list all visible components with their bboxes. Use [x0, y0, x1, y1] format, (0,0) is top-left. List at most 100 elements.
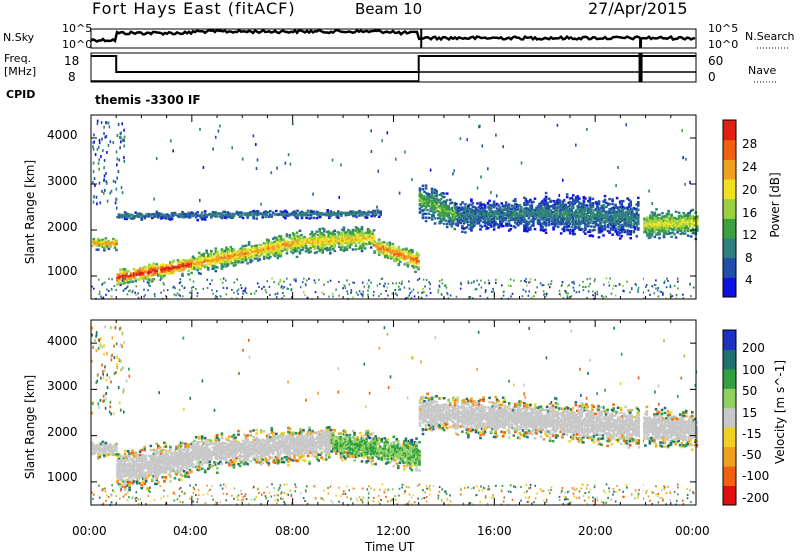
power-cell: [137, 273, 140, 276]
power-cell: [360, 227, 364, 231]
power-cell: [514, 217, 517, 220]
power-cell: [160, 272, 163, 276]
power-cell: [558, 201, 561, 204]
power-cell: [313, 235, 317, 239]
power-cell: [618, 237, 622, 240]
power-cell: [488, 222, 491, 225]
power-cell: [546, 201, 549, 205]
power-cell: [456, 214, 460, 217]
power-cell: [319, 242, 323, 245]
power-scatter: [222, 286, 225, 289]
power-cell: [693, 216, 696, 219]
power-cell: [674, 236, 678, 239]
power-cell: [441, 201, 444, 204]
power-cell: [288, 243, 292, 247]
power-cell: [182, 216, 186, 219]
power-cell: [170, 271, 174, 275]
power-cell: [471, 211, 475, 214]
power-cell: [287, 246, 290, 249]
power-cell: [337, 214, 340, 217]
power-cell: [185, 264, 189, 268]
power-cell: [360, 237, 364, 240]
power-cell: [504, 201, 508, 204]
power-cell: [578, 218, 581, 221]
power-cell: [220, 260, 224, 264]
power-cell: [390, 253, 393, 256]
power-cell: [567, 212, 570, 215]
power-cell: [541, 208, 544, 211]
power-cell: [335, 236, 338, 239]
power-cell: [219, 260, 222, 263]
power-cell: [135, 212, 139, 215]
power-cell: [444, 204, 447, 207]
power-cell: [100, 239, 103, 242]
power-cell: [433, 200, 437, 203]
power-cell: [308, 217, 311, 220]
power-cell: [330, 239, 334, 242]
power-cell: [379, 213, 382, 216]
power-cell: [296, 209, 299, 212]
power-cell: [199, 213, 202, 217]
power-cell: [646, 216, 649, 219]
velocity-cell: [164, 443, 168, 446]
power-cell: [256, 255, 260, 259]
power-cell: [455, 205, 458, 209]
power-cell: [327, 241, 331, 245]
power-cell: [455, 214, 458, 217]
power-cell: [303, 212, 307, 215]
power-cell: [252, 250, 255, 253]
power-cell: [415, 265, 419, 269]
power-cell: [149, 274, 153, 277]
power-cell: [507, 205, 511, 208]
power-scatter: [93, 195, 95, 199]
power-cell: [349, 210, 352, 213]
power-cell: [494, 204, 497, 207]
power-cell: [637, 226, 640, 230]
power-cell: [561, 219, 564, 222]
power-cell: [467, 210, 470, 213]
power-cell: [129, 213, 133, 216]
power-cell: [374, 213, 378, 216]
power-cell: [476, 220, 479, 223]
power-scatter: [301, 281, 304, 284]
power-cell: [342, 239, 346, 243]
power-cell: [338, 242, 341, 245]
power-cell: [176, 259, 180, 262]
power-cell: [417, 267, 420, 271]
power-cell: [542, 209, 546, 213]
power-cell: [339, 247, 343, 250]
power-scatter: [602, 295, 605, 298]
power-cell: [504, 208, 508, 211]
power-cell: [310, 238, 314, 241]
power-cell: [269, 210, 272, 213]
power-cell: [479, 224, 482, 227]
power-cell: [321, 240, 324, 243]
power-cell: [310, 234, 314, 237]
power-cell: [284, 243, 287, 246]
power-cell: [524, 227, 528, 230]
beam-label: Beam 10: [355, 0, 423, 18]
power-scatter: [572, 286, 575, 289]
power-cell: [511, 209, 514, 212]
power-scatter: [143, 288, 145, 291]
power-cell: [556, 225, 560, 228]
power-cell: [544, 199, 547, 203]
power-cell: [376, 247, 379, 250]
power-cell: [432, 196, 435, 200]
power-cell: [196, 211, 199, 214]
power-scatter: [111, 278, 113, 281]
power-cell: [412, 261, 416, 264]
power-scatter: [338, 280, 340, 283]
power-scatter: [488, 282, 491, 285]
power-cell: [403, 263, 407, 266]
power-cell: [103, 246, 106, 249]
power-cell: [265, 240, 269, 243]
velocity-cell: [126, 459, 130, 462]
power-cell: [547, 213, 551, 216]
power-cell: [455, 211, 458, 214]
power-cell: [163, 274, 166, 277]
power-cell: [196, 260, 199, 264]
power-cell: [432, 204, 435, 207]
power-cell: [620, 202, 623, 205]
power-cell: [359, 238, 362, 241]
